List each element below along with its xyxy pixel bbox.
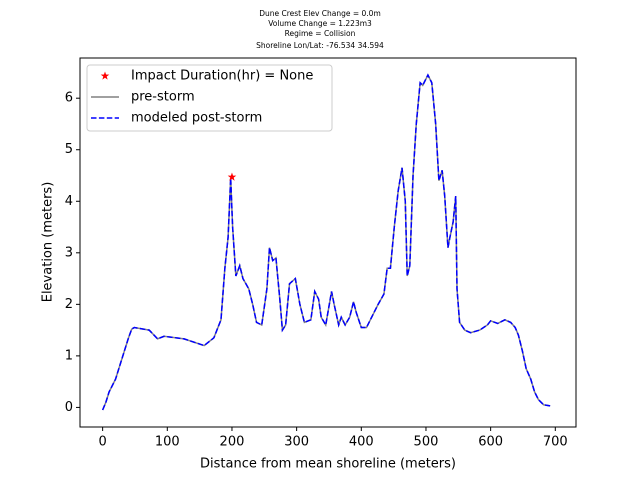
legend-box: [86, 64, 333, 132]
x-tick-label: 0: [98, 435, 106, 450]
x-tick-label: 600: [478, 435, 503, 450]
y-tick-label: 4: [65, 194, 73, 209]
series-line: [101, 73, 551, 411]
legend-label: pre-storm: [131, 90, 195, 105]
y-tick-label: 3: [65, 245, 73, 260]
title-line: Regime = Collision: [285, 29, 356, 38]
title-line: Volume Change = 1.223m3: [268, 19, 372, 28]
legend-label: modeled post-storm: [131, 111, 262, 126]
x-tick-label: 100: [155, 435, 180, 450]
title-line: Shoreline Lon/Lat: -76.534 34.594: [256, 41, 384, 50]
y-axis-label: Elevation (meters): [41, 182, 56, 303]
y-tick-label: 2: [65, 297, 73, 312]
title-line: Dune Crest Elev Change = 0.0m: [259, 9, 381, 18]
point-marker: [227, 172, 237, 181]
y-tick-label: 1: [65, 348, 73, 363]
legend-label: Impact Duration(hr) = None: [131, 69, 313, 84]
x-tick-label: 200: [220, 435, 245, 450]
x-axis-label: Distance from mean shoreline (meters): [200, 457, 456, 472]
y-tick-label: 0: [65, 400, 73, 415]
x-tick-label: 500: [414, 435, 439, 450]
plot-frame: [79, 57, 577, 428]
x-tick-label: 700: [543, 435, 568, 450]
x-tick-label: 300: [284, 435, 309, 450]
x-tick-label: 400: [349, 435, 374, 450]
legend-marker: [100, 71, 110, 80]
y-tick-label: 6: [65, 91, 73, 106]
y-tick-label: 5: [65, 142, 73, 157]
